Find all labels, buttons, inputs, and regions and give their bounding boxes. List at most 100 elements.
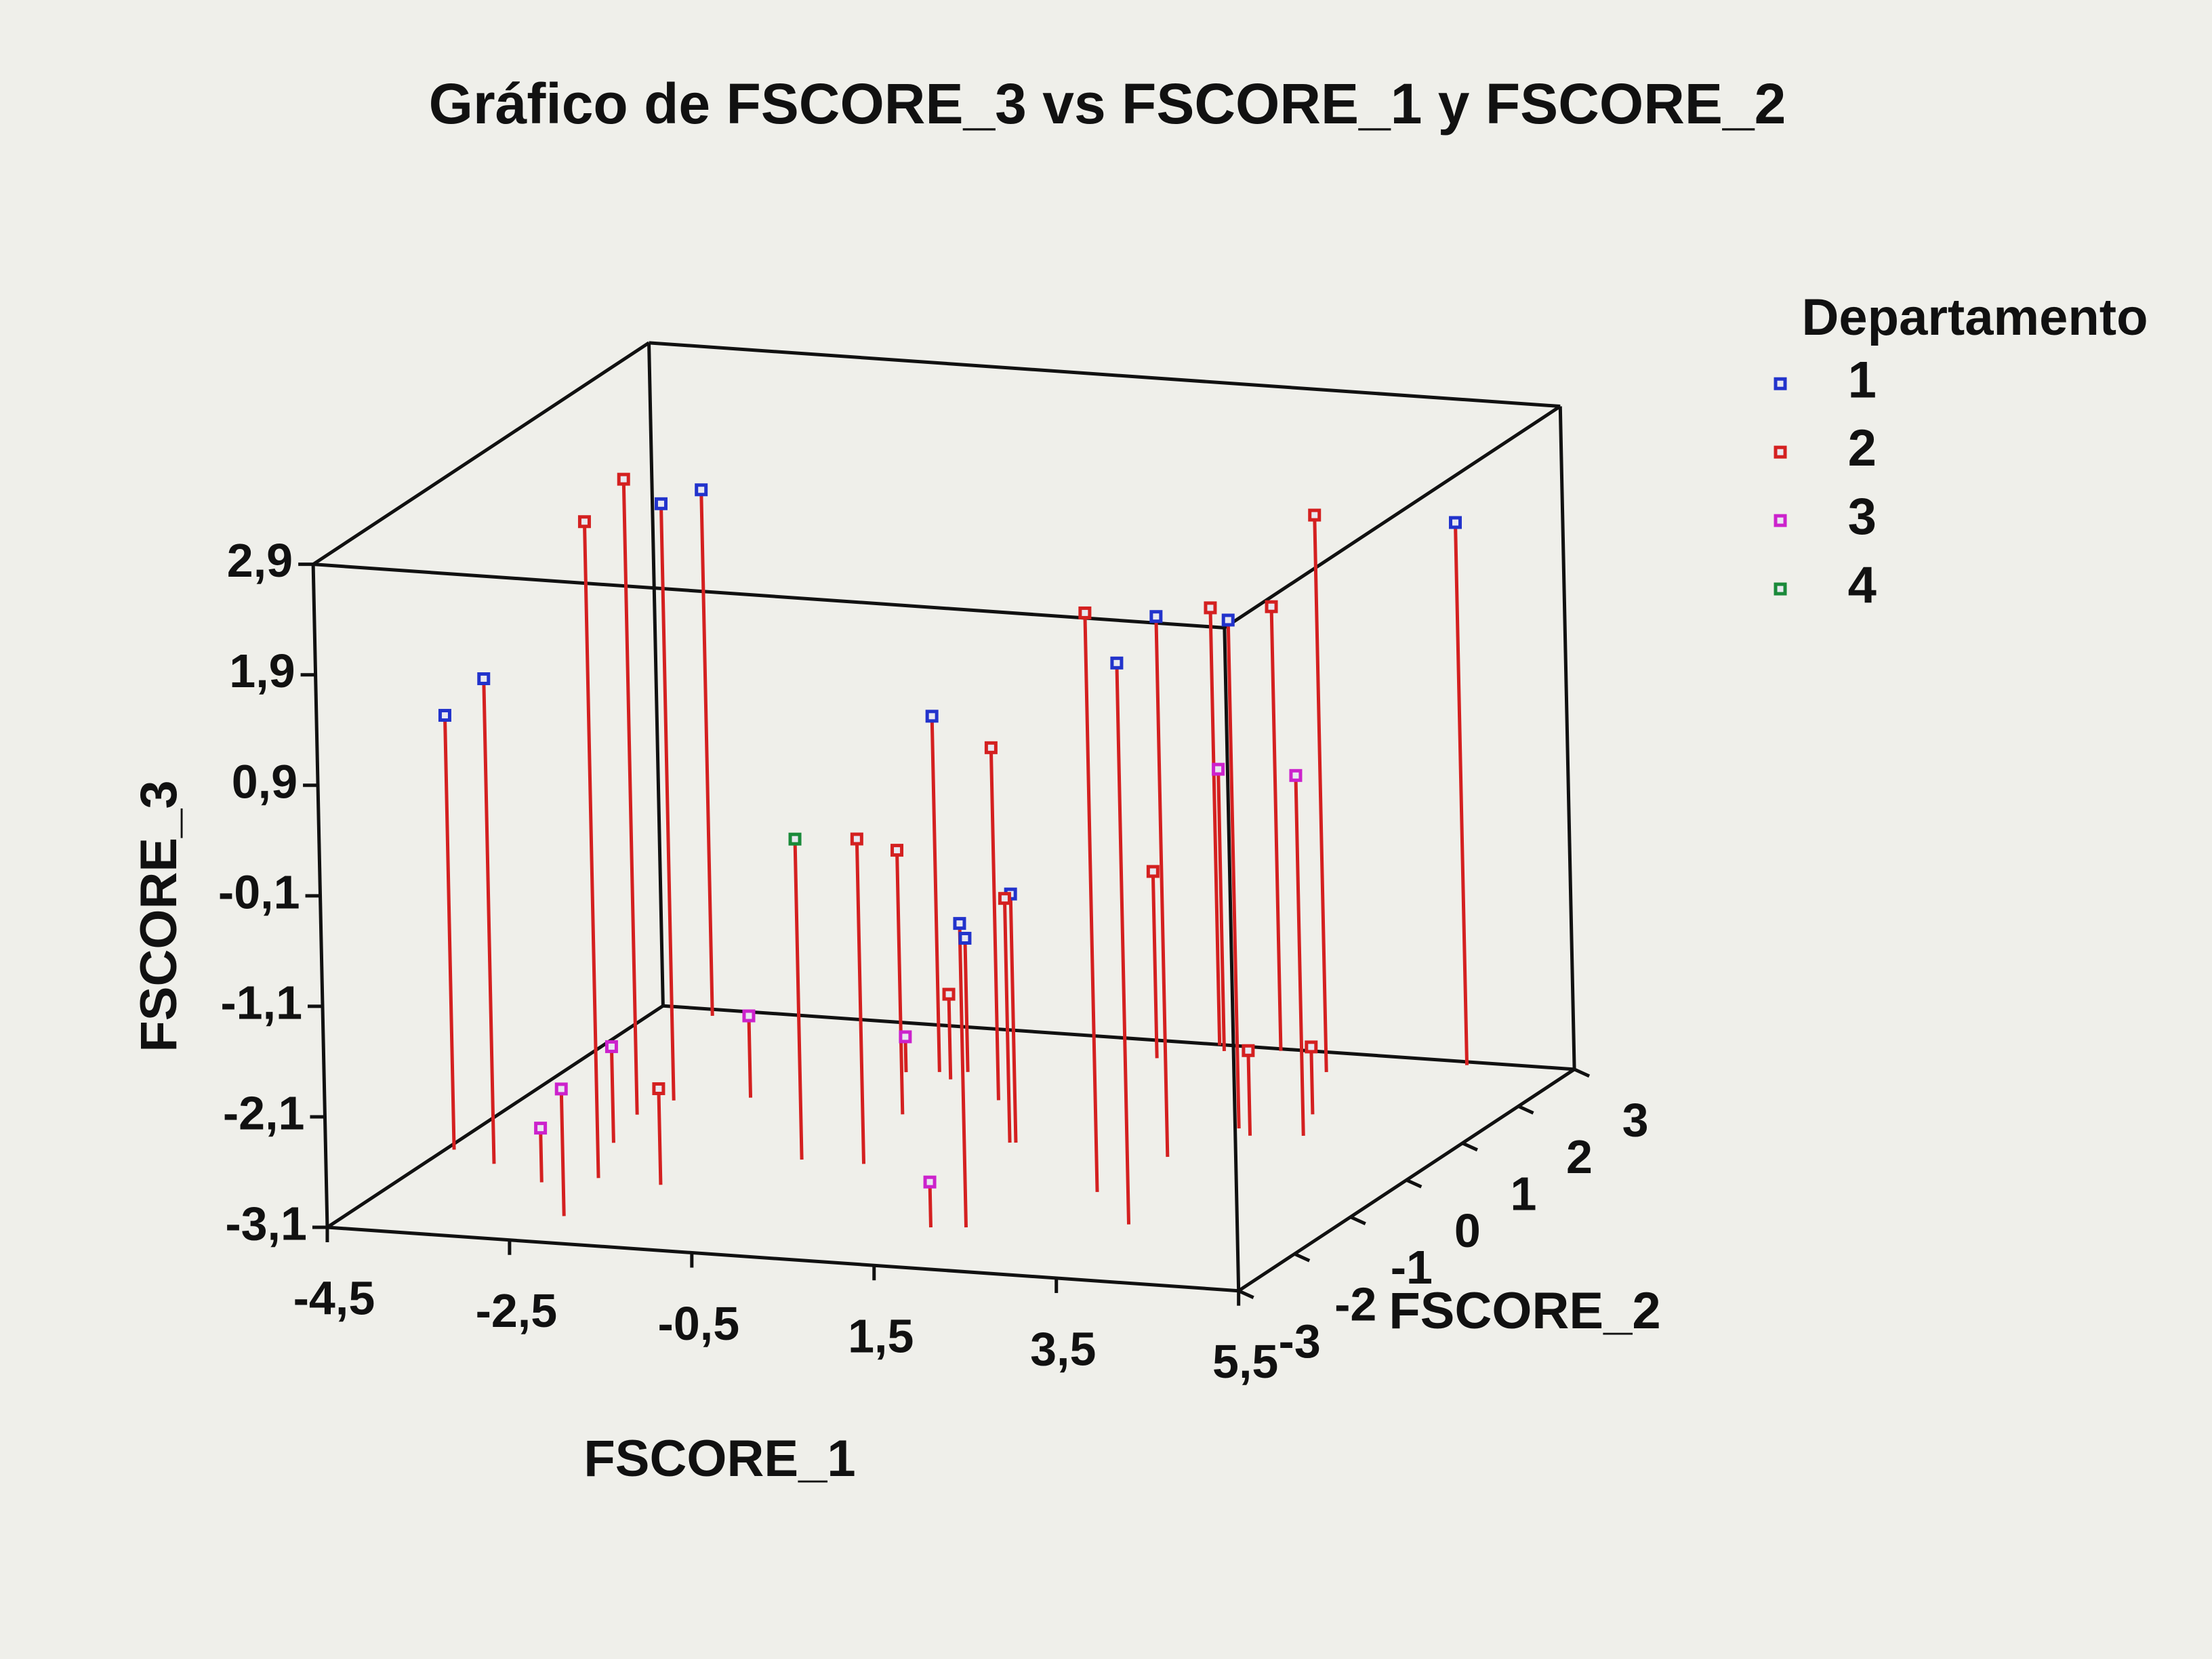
point: [1204, 601, 1217, 615]
point: [534, 1122, 548, 1135]
y-tick: [1294, 1252, 1311, 1263]
drop-line: [930, 716, 941, 1072]
drop-line: [989, 747, 1000, 1101]
drop-line: [609, 1046, 615, 1143]
legend-marker: [1774, 445, 1787, 459]
y-tick-label: 2: [1566, 1130, 1593, 1183]
drop-line: [1309, 1046, 1315, 1115]
legend-label: 4: [1848, 556, 1877, 614]
legend-label: 3: [1848, 488, 1877, 546]
point: [942, 987, 956, 1001]
x-tick-label: -4,5: [293, 1272, 375, 1325]
point: [1242, 1044, 1255, 1057]
y-tick-label: 3: [1622, 1093, 1649, 1146]
y-tick: [1349, 1215, 1366, 1226]
point: [1110, 656, 1124, 670]
drop-line: [443, 715, 456, 1150]
drop-line: [659, 504, 676, 1101]
legend-label: 2: [1848, 419, 1877, 477]
box-edge: [1223, 628, 1241, 1291]
y-tick: [1517, 1105, 1534, 1115]
box-edge: [1558, 406, 1576, 1069]
drop-line: [958, 923, 968, 1228]
point: [925, 710, 939, 723]
drop-line: [1208, 607, 1222, 1046]
x-tick-label: 1,5: [848, 1310, 914, 1363]
z-tick-label: -1,1: [220, 976, 302, 1029]
point: [998, 892, 1011, 905]
drop-line: [747, 1015, 753, 1098]
drop-line: [1002, 898, 1012, 1143]
drop-line: [947, 994, 953, 1080]
point: [953, 917, 966, 930]
point: [850, 832, 863, 846]
x-tick-label: -2,5: [476, 1284, 558, 1337]
point: [1212, 762, 1225, 776]
point: [577, 515, 591, 529]
drop-line: [699, 489, 714, 1016]
drop-line: [1246, 1050, 1252, 1136]
point: [1305, 1040, 1318, 1054]
drop-line: [963, 938, 970, 1072]
y-tick-label: -2: [1334, 1278, 1376, 1331]
point: [742, 1009, 756, 1023]
z-axis-title: FSCORE_3: [130, 780, 188, 1052]
drop-line: [582, 521, 600, 1179]
legend-marker: [1774, 377, 1787, 390]
legend-marker: [1774, 582, 1787, 596]
x-tick-label: 3,5: [1030, 1322, 1096, 1375]
drop-line: [1269, 607, 1283, 1051]
point: [695, 483, 708, 497]
drop-line: [657, 1088, 663, 1185]
box-edge: [1223, 405, 1561, 630]
point: [899, 1030, 912, 1044]
drop-line: [895, 850, 905, 1115]
y-tick: [1406, 1179, 1422, 1189]
point: [1146, 865, 1160, 878]
drop-line: [1115, 663, 1131, 1225]
point: [438, 709, 451, 722]
box-edge: [312, 341, 650, 566]
z-tick-label: 1,9: [229, 644, 295, 697]
drop-line: [1454, 522, 1469, 1065]
z-tick-label: 0,9: [232, 755, 298, 808]
point: [984, 741, 998, 754]
box-edge: [649, 341, 1561, 409]
drop-line: [1226, 619, 1241, 1129]
drop-line: [1313, 515, 1328, 1072]
x-axis-title: FSCORE_1: [583, 1430, 855, 1488]
point: [923, 1175, 937, 1189]
point: [617, 472, 630, 486]
y-tick-label: -3: [1279, 1315, 1321, 1368]
drop-line: [559, 1088, 566, 1216]
box-edge: [663, 1004, 1575, 1071]
point: [1289, 769, 1303, 782]
z-tick-label: -0,1: [218, 865, 300, 918]
y-tick: [1574, 1067, 1591, 1078]
drop-line: [539, 1128, 544, 1183]
chart-title: Gráfico de FSCORE_3 vs FSCORE_1 y FSCORE…: [429, 72, 1786, 136]
point: [890, 844, 904, 857]
x-tick-label: -0,5: [658, 1297, 740, 1350]
point: [652, 1082, 665, 1095]
point: [1149, 610, 1163, 623]
legend-label: 1: [1848, 351, 1877, 409]
point: [1449, 516, 1462, 529]
box-edge: [647, 342, 665, 1006]
y-tick-label: 0: [1454, 1204, 1481, 1257]
drop-line: [621, 479, 639, 1115]
y-tick: [1461, 1141, 1478, 1152]
point: [1265, 600, 1278, 613]
point: [477, 672, 491, 686]
drop-line: [1083, 613, 1099, 1192]
drop-line: [482, 678, 496, 1164]
drop-line: [793, 839, 804, 1160]
point: [1078, 606, 1092, 619]
box-edge: [312, 562, 1225, 630]
z-tick-label: -2,1: [223, 1086, 305, 1139]
point: [958, 931, 972, 945]
point: [1308, 508, 1322, 522]
legend-marker: [1774, 514, 1787, 527]
drop-line: [1216, 769, 1226, 1051]
drop-line: [1008, 894, 1018, 1143]
